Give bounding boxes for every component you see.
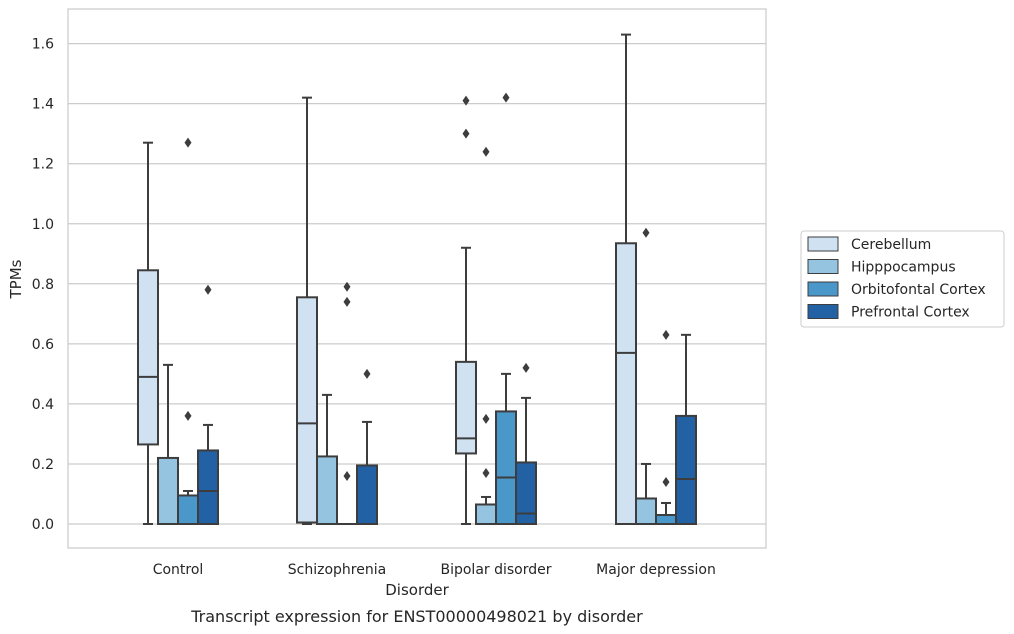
box-prefrontal-cortex-schizophrenia [356, 368, 378, 526]
x-tick-label: Major depression [596, 562, 716, 578]
box-cerebellum-schizophrenia [296, 96, 318, 525]
gridlines [68, 42, 766, 525]
iqr-box [475, 503, 497, 526]
y-tick-label: 1.6 [32, 37, 54, 53]
box-hipppocampus-control [157, 363, 179, 526]
y-axis-label: TPMs [7, 259, 25, 299]
iqr-box [615, 242, 637, 526]
iqr-box [635, 497, 657, 526]
x-tick-label: Control [153, 562, 204, 578]
legend-swatch [807, 304, 839, 319]
iqr-box [655, 513, 677, 525]
outlier-point [343, 281, 351, 292]
legend-swatch [807, 281, 839, 297]
outlier-point [343, 470, 351, 481]
legend-entry-label: Orbitofontal Cortex [851, 282, 986, 298]
x-tick-label: Bipolar disorder [440, 562, 551, 578]
box-cerebellum-major-depression [615, 33, 637, 526]
plot-area [67, 8, 767, 549]
box-prefrontal-cortex-major-depression [675, 333, 697, 525]
y-tick-label: 0.4 [32, 397, 54, 413]
x-tick-label: Schizophrenia [288, 562, 386, 578]
iqr-box [137, 269, 159, 446]
legend-swatch [807, 236, 839, 252]
box-cerebellum-control [137, 141, 159, 525]
y-tick-label: 0.8 [32, 277, 54, 293]
y-tick-label: 1.2 [32, 157, 54, 173]
y-tick-label: 0.6 [32, 337, 54, 353]
outlier-point [343, 296, 351, 307]
legend-entry-label: Cerebellum [851, 237, 931, 253]
legend-swatch [807, 259, 839, 274]
iqr-box [515, 461, 537, 526]
iqr-box [157, 456, 179, 526]
iqr-box [197, 449, 219, 525]
outlier-point [462, 128, 470, 139]
y-axis-ticks: 0.0 0.2 0.4 0.6 0.8 1.0 1.2 1.4 1.6 [32, 37, 54, 533]
box-cerebellum-bipolar-disorder [455, 95, 477, 525]
outlier-point [482, 467, 490, 478]
outlier-point [363, 368, 371, 379]
box-orbitofontal-cortex-bipolar-disorder [495, 92, 517, 525]
iqr-box [296, 296, 318, 524]
box-orbitofontal-cortex-schizophrenia [336, 281, 358, 526]
iqr-box [177, 494, 199, 526]
box-plots [137, 33, 697, 526]
outlier-point [462, 95, 470, 106]
iqr-box [495, 410, 517, 525]
outlier-point [642, 227, 650, 238]
legend-frame [800, 230, 1005, 328]
outlier-point [502, 92, 510, 103]
legend-entry-label: Hipppocampus [851, 260, 956, 276]
outlier-point [662, 329, 670, 340]
outlier-point [184, 410, 192, 421]
iqr-box [316, 455, 338, 526]
box-prefrontal-cortex-control [197, 284, 219, 525]
iqr-box [455, 360, 477, 455]
y-tick-label: 0.0 [32, 517, 54, 533]
y-tick-label: 1.4 [32, 97, 54, 113]
box-hipppocampus-schizophrenia [316, 393, 338, 526]
chart-caption: Transcript expression for ENST0000049802… [190, 607, 643, 626]
outlier-point [482, 146, 490, 157]
x-axis-ticks: Control Schizophrenia Bipolar disorder Majo… [153, 562, 716, 578]
outlier-point [522, 362, 530, 373]
legend: Cerebellum Hipppocampus Orbitofontal Corte… [800, 230, 1005, 328]
y-tick-label: 0.2 [32, 457, 54, 473]
box-prefrontal-cortex-bipolar-disorder [515, 362, 537, 526]
y-tick-label: 1.0 [32, 217, 54, 233]
outlier-point [662, 476, 670, 487]
box-orbitofontal-cortex-major-depression [655, 329, 677, 525]
legend-entry-label: Prefrontal Cortex [851, 305, 970, 321]
box-hipppocampus-major-depression [635, 227, 657, 526]
iqr-box [675, 414, 697, 525]
outlier-point [184, 137, 192, 148]
box-hipppocampus-bipolar-disorder [475, 146, 497, 526]
x-axis-label: Disorder [385, 581, 449, 599]
outlier-point [482, 413, 490, 424]
box-orbitofontal-cortex-control [177, 137, 199, 526]
outlier-point [204, 284, 212, 295]
iqr-box [356, 464, 378, 526]
